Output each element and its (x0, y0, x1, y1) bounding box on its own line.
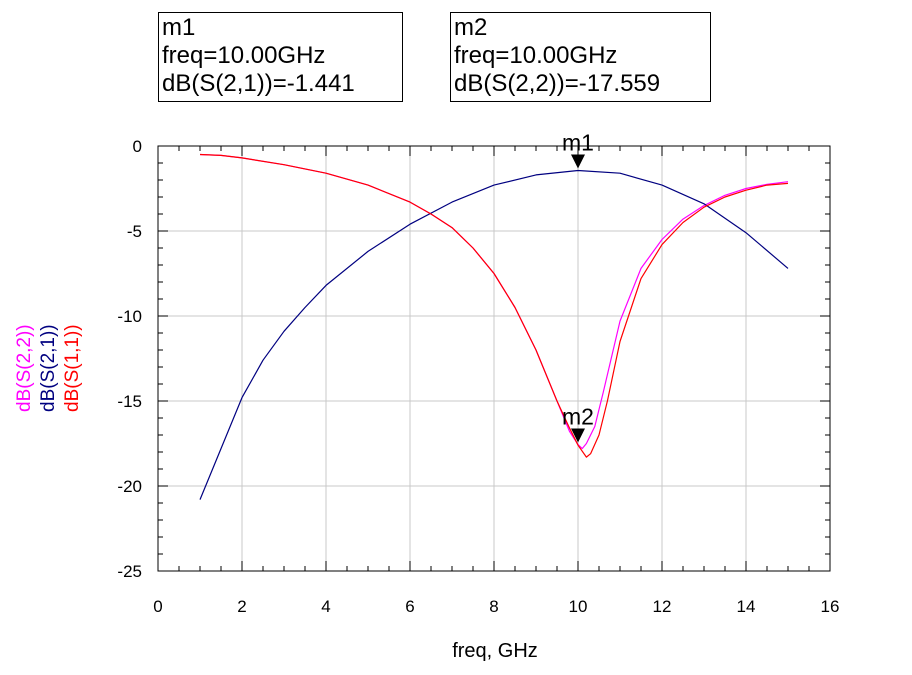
legend-s22: dB(S(2,2)) (14, 324, 35, 412)
y-tick-labels: 0 -5 -10 -15 -20 -25 (117, 137, 142, 581)
y-tick-label: -10 (117, 307, 142, 326)
x-tick-label: 10 (569, 597, 588, 616)
marker-label-m1: m1 (562, 129, 594, 155)
marker-m2-freq: freq=10.00GHz (454, 42, 618, 69)
series-line-s11 (199, 153, 789, 458)
plot-grid (157, 145, 831, 572)
x-tick-label: 2 (237, 597, 246, 616)
x-tick-label: 6 (405, 597, 414, 616)
y-tick-label: -20 (117, 477, 142, 496)
x-tick-label: 16 (821, 597, 840, 616)
marker-triangle-m2 (571, 428, 585, 443)
marker-m1-name: m1 (162, 14, 196, 41)
marker-m1-value: dB(S(2,1))=-1.441 (162, 70, 355, 97)
marker-m2-value: dB(S(2,2))=-17.559 (454, 70, 661, 97)
x-tick-label: 12 (653, 597, 672, 616)
marker-m1-readout: m1 freq=10.00GHz dB(S(2,1))=-1.441 (158, 12, 403, 102)
x-tick-label: 8 (489, 597, 498, 616)
marker-m2-readout: m2 freq=10.00GHz dB(S(2,2))=-17.559 (450, 12, 711, 102)
marker-m2-name: m2 (454, 14, 488, 41)
series-lines (199, 153, 789, 500)
marker-label-m2: m2 (562, 404, 594, 430)
y-tick-label: 0 (133, 137, 142, 156)
x-axis-label: freq, GHz (452, 640, 538, 662)
x-tick-label: 14 (737, 597, 756, 616)
marker-triangles: m1 m2 (562, 129, 594, 443)
marker-triangle-m1 (571, 154, 585, 169)
marker-m1-freq: freq=10.00GHz (162, 42, 326, 69)
series-line-s21 (199, 169, 789, 500)
y-tick-label: -5 (127, 222, 142, 241)
axis-ticks (157, 145, 831, 572)
x-tick-label: 4 (321, 597, 330, 616)
y-tick-label: -15 (117, 392, 142, 411)
legend-s11: dB(S(1,1)) (62, 324, 83, 412)
legend-s21: dB(S(2,1)) (38, 324, 59, 412)
x-tick-label: 0 (153, 597, 162, 616)
x-tick-labels: 0 2 4 6 8 10 12 14 16 (153, 597, 839, 616)
y-tick-label: -25 (117, 562, 142, 581)
